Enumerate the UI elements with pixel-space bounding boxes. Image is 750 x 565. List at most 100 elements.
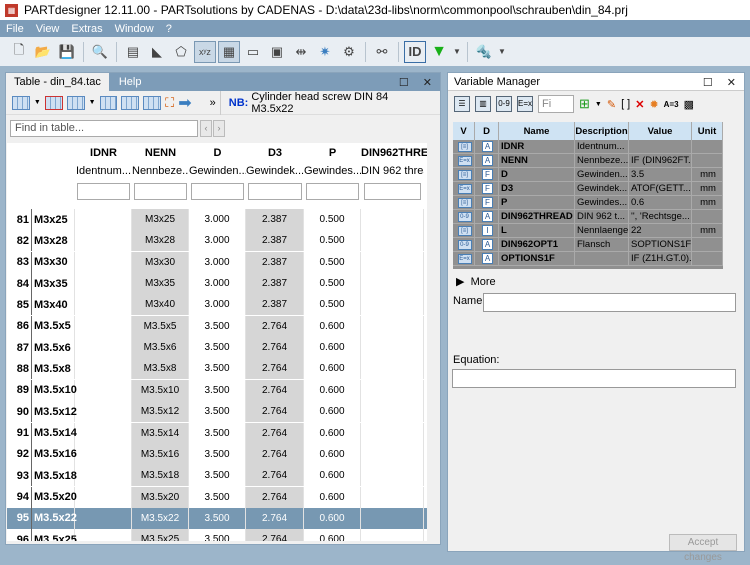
table-row[interactable]: 83 M3x30 M3x30 3.000 2.387 0.500 <box>7 251 428 273</box>
assembly-icon[interactable]: ⚙ <box>343 43 355 59</box>
table-row[interactable]: 91 M3.5x14 M3.5x14 3.500 2.764 0.600 <box>7 422 428 444</box>
table-cell[interactable]: 0.500 <box>304 273 361 295</box>
table-row[interactable]: 88 M3.5x8 M3.5x8 3.500 2.764 0.600 <box>7 358 428 380</box>
table-cell[interactable]: 2.387 <box>246 294 304 316</box>
column-filter-input[interactable] <box>191 183 244 200</box>
column-filter-input[interactable] <box>134 183 187 200</box>
table-cell[interactable]: M3.5x18 <box>132 465 189 487</box>
table-cell[interactable] <box>75 379 132 401</box>
table-cell[interactable] <box>75 230 132 252</box>
table-cell[interactable]: 2.387 <box>246 273 304 295</box>
column-filter-input[interactable] <box>77 183 130 200</box>
table-cell[interactable]: M3.5x6 <box>132 337 189 359</box>
table-cell[interactable]: M3x25 <box>132 209 189 230</box>
column-header[interactable]: P Gewindes... <box>304 143 361 201</box>
table-cell[interactable] <box>361 251 424 273</box>
menu-file[interactable]: File <box>6 22 24 35</box>
table-cell[interactable]: 2.764 <box>246 401 304 423</box>
table-row[interactable]: 89 M3.5x10 M3.5x10 3.500 2.764 0.600 <box>7 379 428 401</box>
table-cell[interactable]: 3.500 <box>189 465 246 487</box>
table-cell[interactable]: M3x35 <box>132 273 189 295</box>
table-cell[interactable] <box>361 209 424 230</box>
table-row[interactable]: 84 M3x35 M3x35 3.000 2.387 0.500 <box>7 273 428 295</box>
save-icon[interactable]: 💾 <box>58 43 76 59</box>
table-cell[interactable]: 0.600 <box>304 486 361 508</box>
column-header[interactable]: Name <box>499 122 575 140</box>
table-cell[interactable]: 2.387 <box>246 251 304 273</box>
warning-gear-icon[interactable]: ✹ <box>649 98 659 111</box>
variable-row[interactable]: [≡] A IDNR Identnum... <box>453 140 723 154</box>
vertical-scrollbar[interactable] <box>427 143 440 541</box>
variable-row[interactable]: E=x A OPTIONS1F IF (Z1H.GT.0)... <box>453 252 723 266</box>
new-file-icon[interactable]: 🗋 <box>13 41 25 57</box>
find-in-table-input[interactable]: Find in table... <box>10 120 198 137</box>
table-cell[interactable]: 0.500 <box>304 251 361 273</box>
table-cell[interactable] <box>361 273 424 295</box>
move-up-icon[interactable] <box>99 95 118 110</box>
delete-icon[interactable]: ✕ <box>635 98 645 111</box>
table-cell[interactable] <box>75 401 132 423</box>
table-cell[interactable] <box>361 529 424 541</box>
open-folder-icon[interactable]: 📂 <box>34 43 52 59</box>
table-cell[interactable]: 0.600 <box>304 529 361 541</box>
name-input[interactable] <box>483 293 736 312</box>
table-cell[interactable] <box>361 486 424 508</box>
table-row[interactable]: 96 M3.5x25 M3.5x25 3.500 2.764 0.600 <box>7 529 428 541</box>
id-icon[interactable]: ID <box>404 40 426 63</box>
variable-row[interactable]: E=x A NENN Nennbeze... IF (DIN962FT... <box>453 154 723 168</box>
table-cell[interactable]: 3.000 <box>189 273 246 295</box>
close-icon[interactable]: ✕ <box>422 77 432 89</box>
arrow-right-icon[interactable]: ➡ <box>178 94 192 112</box>
column-header[interactable]: Description <box>575 122 629 140</box>
table-cell[interactable]: M3x40 <box>132 294 189 316</box>
table-row[interactable]: 87 M3.5x6 M3.5x6 3.500 2.764 0.600 <box>7 337 428 359</box>
table-cell[interactable]: 3.000 <box>189 230 246 252</box>
column-header[interactable]: Value <box>629 122 692 140</box>
measure-icon[interactable]: ⇹ <box>295 43 307 59</box>
column-filter-input[interactable] <box>248 183 302 200</box>
table-cell[interactable]: 3.500 <box>189 529 246 541</box>
table-cell[interactable]: 3.500 <box>189 337 246 359</box>
list-view-icon[interactable]: ☰ <box>454 96 470 112</box>
add-variable-icon[interactable]: ⊞ <box>579 96 590 111</box>
column-header[interactable]: D Gewinden... <box>189 143 246 201</box>
table-row[interactable]: 82 M3x28 M3x28 3.000 2.387 0.500 <box>7 230 428 252</box>
move-down-icon[interactable] <box>121 95 140 110</box>
table-cell[interactable]: 2.764 <box>246 486 304 508</box>
overflow-icon[interactable]: » <box>209 96 216 109</box>
table-cell[interactable]: 0.600 <box>304 443 361 465</box>
matrix-icon[interactable]: ▩ <box>683 98 694 111</box>
table-cell[interactable] <box>361 358 424 380</box>
sketch-icon[interactable]: ▤ <box>126 43 140 59</box>
table-cell[interactable] <box>75 358 132 380</box>
table-cell[interactable] <box>75 315 132 337</box>
column-header[interactable]: NENN Nennbeze... <box>132 143 189 201</box>
table-cell[interactable]: 3.500 <box>189 443 246 465</box>
menu-help[interactable]: ? <box>165 22 172 35</box>
table-cell[interactable]: M3.5x10 <box>132 379 189 401</box>
filter-input[interactable]: Fi <box>538 95 574 113</box>
table-cell[interactable]: 2.387 <box>246 230 304 252</box>
column-header[interactable]: D <box>475 122 499 140</box>
accept-changes-button[interactable]: Accept changes <box>669 534 737 563</box>
table-cell[interactable]: M3x28 <box>132 230 189 252</box>
dropdown-arrow-icon[interactable]: ▼ <box>498 47 506 56</box>
table-cell[interactable]: 0.600 <box>304 315 361 337</box>
table-row[interactable]: 85 M3x40 M3x40 3.000 2.387 0.500 <box>7 294 428 316</box>
table-cell[interactable] <box>361 315 424 337</box>
next-button[interactable]: › <box>213 120 225 137</box>
link-icon[interactable]: ⚯ <box>376 43 388 59</box>
expression-icon[interactable]: E=x <box>517 96 533 112</box>
table-cell[interactable] <box>361 379 424 401</box>
search-icon[interactable]: 🔍 <box>91 43 109 59</box>
table-row[interactable]: 92 M3.5x16 M3.5x16 3.500 2.764 0.600 <box>7 443 428 465</box>
table-cell[interactable]: 2.764 <box>246 358 304 380</box>
table-cell[interactable]: M3.5x12 <box>132 401 189 423</box>
table-cell[interactable]: 3.500 <box>189 422 246 444</box>
table-cell[interactable]: 3.500 <box>189 379 246 401</box>
column-header[interactable]: Unit <box>692 122 723 140</box>
menu-extras[interactable]: Extras <box>71 22 103 35</box>
variable-row[interactable]: 0-9 A DIN962THREAD DIN 962 t... '', 'Rechtsg… <box>453 210 723 224</box>
insert-column-icon[interactable] <box>66 95 85 110</box>
variable-row[interactable]: [≡] I L Nennlaenge 22 mm <box>453 224 723 238</box>
